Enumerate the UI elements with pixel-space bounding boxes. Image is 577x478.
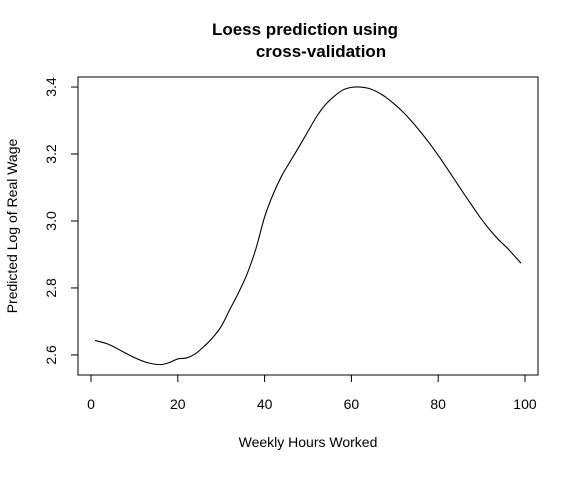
plot-frame: [77, 76, 539, 376]
chart-title: Loess prediction using cross-validation: [212, 20, 398, 61]
y-tick-label: 3.4: [43, 77, 59, 97]
y-tick-label: 3.0: [43, 211, 59, 231]
x-tick-label: 20: [170, 396, 186, 412]
y-tick-label: 2.6: [43, 345, 59, 365]
loess-curve-line: [94, 86, 522, 366]
chart-title-line-1: Loess prediction using: [212, 20, 398, 39]
x-axis: 0 20 40 60 80 100: [87, 374, 537, 412]
chart-title-line-2: cross-validation: [256, 42, 386, 61]
x-tick-label: 0: [87, 396, 95, 412]
x-tick-label: 100: [513, 396, 537, 412]
y-tick-label: 3.2: [43, 144, 59, 164]
x-axis-label: Weekly Hours Worked: [239, 434, 378, 450]
y-tick-label: 2.8: [43, 278, 59, 298]
y-axis-label: Predicted Log of Real Wage: [4, 139, 20, 314]
y-axis: 2.6 2.8 3.0 3.2 3.4: [43, 77, 79, 365]
x-tick-label: 80: [430, 396, 446, 412]
x-tick-label: 60: [344, 396, 360, 412]
x-tick-label: 40: [257, 396, 273, 412]
series-layer: [94, 86, 522, 366]
